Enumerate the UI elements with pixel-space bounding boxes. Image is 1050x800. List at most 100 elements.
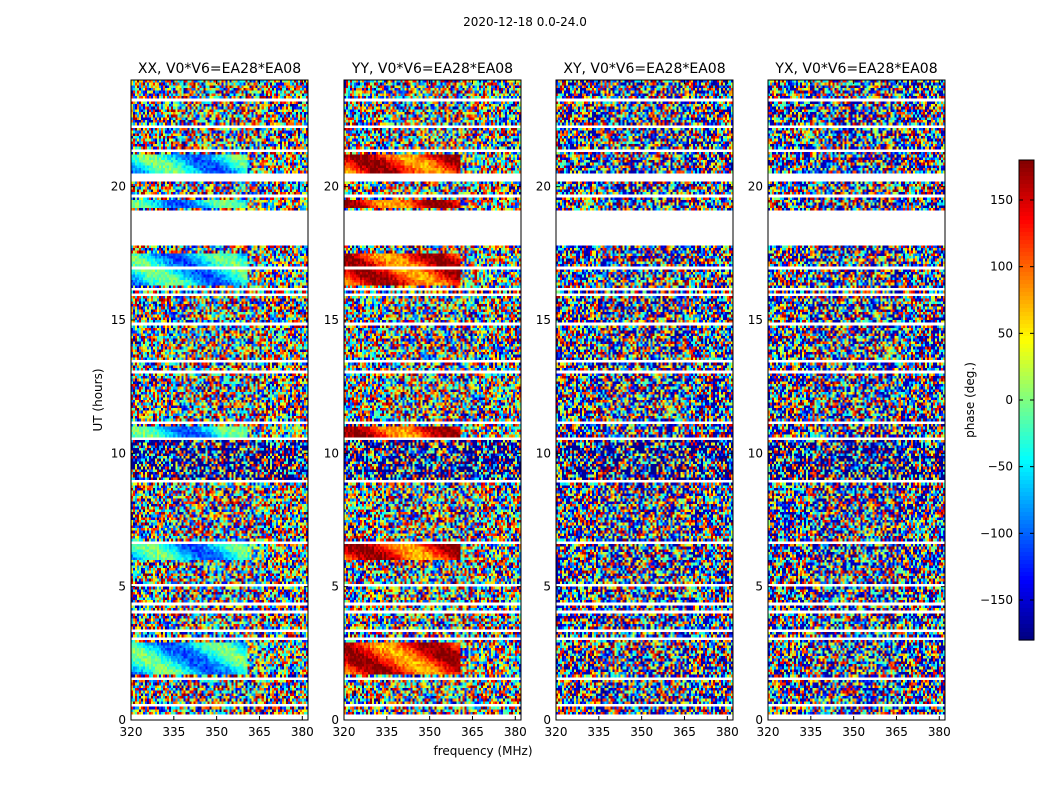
y-tick-label: 0 <box>118 713 126 727</box>
colorbar-segment <box>1019 492 1034 497</box>
colorbar-segment <box>1019 340 1034 345</box>
y-tick-label: 15 <box>536 313 551 327</box>
heatmap-image-xy <box>556 80 733 720</box>
colorbar-segment <box>1019 404 1034 409</box>
colorbar-segment <box>1019 344 1034 349</box>
colorbar-segment <box>1019 200 1034 205</box>
colorbar-segment <box>1019 364 1034 369</box>
colorbar-segment <box>1019 616 1034 621</box>
colorbar-segment <box>1019 260 1034 265</box>
colorbar-segment <box>1019 528 1034 533</box>
x-tick-label: 320 <box>757 725 780 739</box>
colorbar-segment <box>1019 452 1034 457</box>
colorbar-segment <box>1019 620 1034 625</box>
colorbar-segment <box>1019 600 1034 605</box>
y-tick-label: 20 <box>536 180 551 194</box>
colorbar-segment <box>1019 424 1034 429</box>
colorbar-segment <box>1019 512 1034 517</box>
colorbar-segment <box>1019 464 1034 469</box>
colorbar-segment <box>1019 236 1034 241</box>
x-tick-label: 335 <box>375 725 398 739</box>
colorbar-segment <box>1019 628 1034 633</box>
colorbar-segment <box>1019 576 1034 581</box>
colorbar-tick-label: −50 <box>988 460 1013 474</box>
colorbar-segment <box>1019 264 1034 269</box>
colorbar-segment <box>1019 220 1034 225</box>
colorbar-segment <box>1019 228 1034 233</box>
colorbar-segment <box>1019 428 1034 433</box>
x-tick-label: 380 <box>504 725 527 739</box>
y-tick-label: 0 <box>331 713 339 727</box>
x-tick-label: 365 <box>248 725 271 739</box>
x-tick-label: 335 <box>587 725 610 739</box>
colorbar-segment <box>1019 508 1034 513</box>
colorbar-segment <box>1019 460 1034 465</box>
colorbar-segment <box>1019 192 1034 197</box>
colorbar-segment <box>1019 396 1034 401</box>
y-tick-label: 10 <box>536 446 551 460</box>
colorbar-segment <box>1019 468 1034 473</box>
colorbar-segment <box>1019 168 1034 173</box>
colorbar-segment <box>1019 248 1034 253</box>
colorbar-segment <box>1019 440 1034 445</box>
colorbar-segment <box>1019 564 1034 569</box>
colorbar-segment <box>1019 544 1034 549</box>
y-tick-label: 20 <box>324 180 339 194</box>
colorbar-segment <box>1019 420 1034 425</box>
colorbar-segment <box>1019 352 1034 357</box>
colorbar-segment <box>1019 388 1034 393</box>
colorbar-segment <box>1019 360 1034 365</box>
colorbar-tick-label: −150 <box>980 593 1013 607</box>
colorbar-segment <box>1019 328 1034 333</box>
colorbar-segment <box>1019 216 1034 221</box>
colorbar-segment <box>1019 432 1034 437</box>
y-tick-label: 5 <box>331 580 339 594</box>
colorbar-segment <box>1019 496 1034 501</box>
colorbar-segment <box>1019 532 1034 537</box>
axes-frame-yy <box>343 79 522 721</box>
colorbar-segment <box>1019 224 1034 229</box>
x-tick-label: 335 <box>162 725 185 739</box>
colorbar-segment <box>1019 480 1034 485</box>
colorbar-segment <box>1019 280 1034 285</box>
colorbar-segment <box>1019 540 1034 545</box>
colorbar-segment <box>1019 368 1034 373</box>
colorbar-segment <box>1019 556 1034 561</box>
colorbar-segment <box>1019 568 1034 573</box>
y-tick-label: 10 <box>111 446 126 460</box>
colorbar-label: phase (deg.) <box>963 362 977 438</box>
x-tick-label: 350 <box>630 725 653 739</box>
x-tick-label: 365 <box>461 725 484 739</box>
colorbar-segment <box>1019 208 1034 213</box>
x-tick-label: 350 <box>205 725 228 739</box>
colorbar-segment <box>1019 204 1034 209</box>
colorbar-segment <box>1019 372 1034 377</box>
colorbar-segment <box>1019 324 1034 329</box>
colorbar-segment <box>1019 276 1034 281</box>
colorbar-segment <box>1019 632 1034 637</box>
x-tick-label: 365 <box>673 725 696 739</box>
y-tick-label: 0 <box>755 713 763 727</box>
colorbar-segment <box>1019 320 1034 325</box>
x-tick-label: 335 <box>799 725 822 739</box>
colorbar-segment <box>1019 384 1034 389</box>
heatmap-image-yx <box>768 80 945 720</box>
heatmap-image-xx <box>131 80 308 720</box>
colorbar-tick-label: 50 <box>998 326 1013 340</box>
colorbar-segment <box>1019 184 1034 189</box>
colorbar-segment <box>1019 308 1034 313</box>
colorbar-segment <box>1019 548 1034 553</box>
colorbar-segment <box>1019 592 1034 597</box>
x-tick-label: 380 <box>291 725 314 739</box>
colorbar-segment <box>1019 516 1034 521</box>
colorbar-segment <box>1019 332 1034 337</box>
colorbar-segment <box>1019 172 1034 177</box>
panel-xy <box>555 79 734 721</box>
colorbar-segment <box>1019 336 1034 341</box>
colorbar-segment <box>1019 476 1034 481</box>
colorbar-segment <box>1019 300 1034 305</box>
colorbar-segment <box>1019 596 1034 601</box>
y-tick-label: 15 <box>111 313 126 327</box>
colorbar-segment <box>1019 348 1034 353</box>
